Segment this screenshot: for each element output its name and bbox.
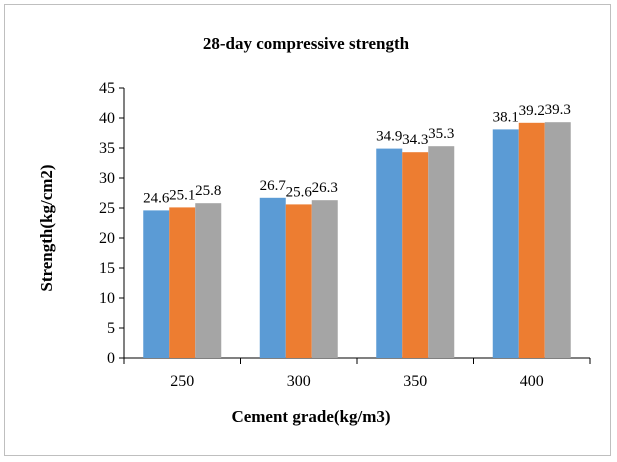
data-label: 26.7: [260, 178, 287, 194]
bar: [428, 146, 455, 358]
data-label: 25.1: [169, 187, 195, 203]
data-label: 38.1: [493, 109, 519, 125]
bar: [518, 122, 545, 358]
data-label: 24.6: [143, 190, 170, 206]
data-label: 34.9: [376, 129, 402, 145]
x-axis-title: Cement grade(kg/m3): [231, 407, 390, 426]
data-label: 35.3: [428, 126, 454, 142]
data-label: 34.3: [402, 132, 428, 148]
y-tick-label: 25: [99, 200, 115, 217]
bar: [169, 207, 196, 358]
y-tick-label: 40: [99, 110, 115, 127]
y-tick-label: 45: [99, 80, 115, 97]
x-tick-label: 300: [287, 373, 311, 390]
bar: [259, 197, 286, 358]
x-tick-label: 400: [520, 373, 544, 390]
data-label: 39.2: [519, 103, 545, 119]
bar: [311, 200, 338, 358]
data-label: 26.3: [312, 180, 338, 196]
bar: [285, 204, 312, 358]
bar: [544, 122, 571, 358]
y-axis-title: Strength(kg/cm2): [37, 164, 56, 291]
y-tick-label: 30: [99, 170, 115, 187]
bar: [376, 148, 403, 358]
bar: [492, 129, 519, 358]
y-tick-label: 35: [99, 140, 115, 157]
bar: [402, 152, 429, 358]
y-tick-label: 5: [107, 320, 115, 337]
bar: [195, 203, 222, 358]
data-label: 25.6: [286, 184, 313, 200]
bar: [143, 210, 170, 358]
x-tick-label: 250: [170, 373, 194, 390]
data-label: 39.3: [545, 102, 571, 118]
y-tick-label: 0: [107, 350, 115, 367]
chart-title: 28-day compressive strength: [203, 34, 410, 53]
y-tick-label: 10: [99, 290, 115, 307]
x-tick-label: 350: [403, 373, 427, 390]
y-tick-label: 15: [99, 260, 115, 277]
data-label: 25.8: [195, 183, 221, 199]
y-tick-label: 20: [99, 230, 115, 247]
